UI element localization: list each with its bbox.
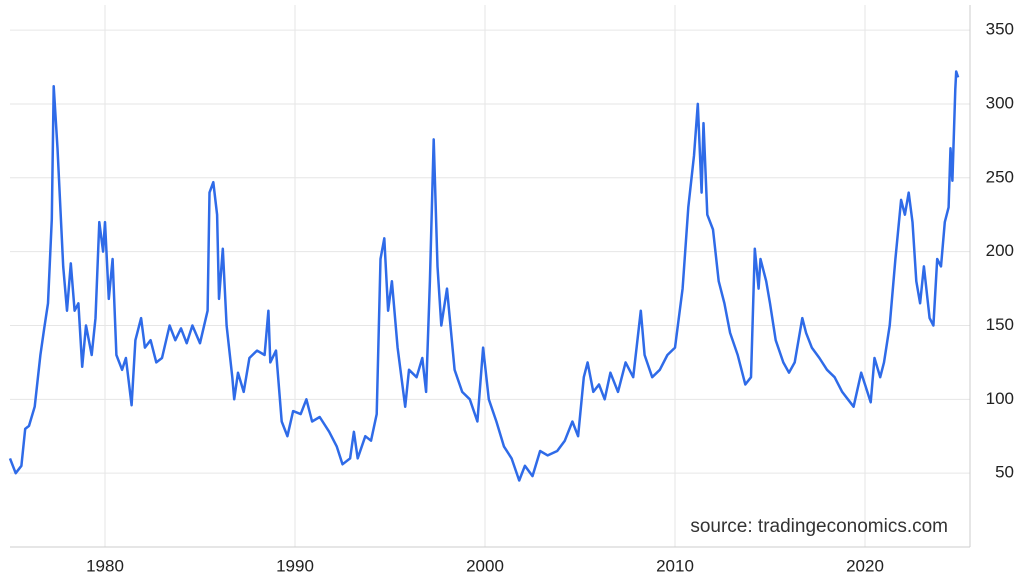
x-tick-label: 2020 (846, 556, 884, 575)
y-tick-label: 350 (986, 20, 1014, 39)
y-tick-label: 200 (986, 241, 1014, 260)
y-tick-label: 150 (986, 315, 1014, 334)
x-tick-label: 2010 (656, 556, 694, 575)
x-tick-label: 1990 (276, 556, 314, 575)
data-line (8, 70, 960, 482)
y-tick-label: 250 (986, 167, 1014, 186)
y-tick-label: 300 (986, 93, 1014, 112)
x-tick-label: 2000 (466, 556, 504, 575)
x-tick-label: 1980 (86, 556, 124, 575)
y-tick-label: 50 (995, 463, 1014, 482)
y-tick-label: 100 (986, 389, 1014, 408)
source-note: source: tradingeconomics.com (690, 516, 948, 537)
